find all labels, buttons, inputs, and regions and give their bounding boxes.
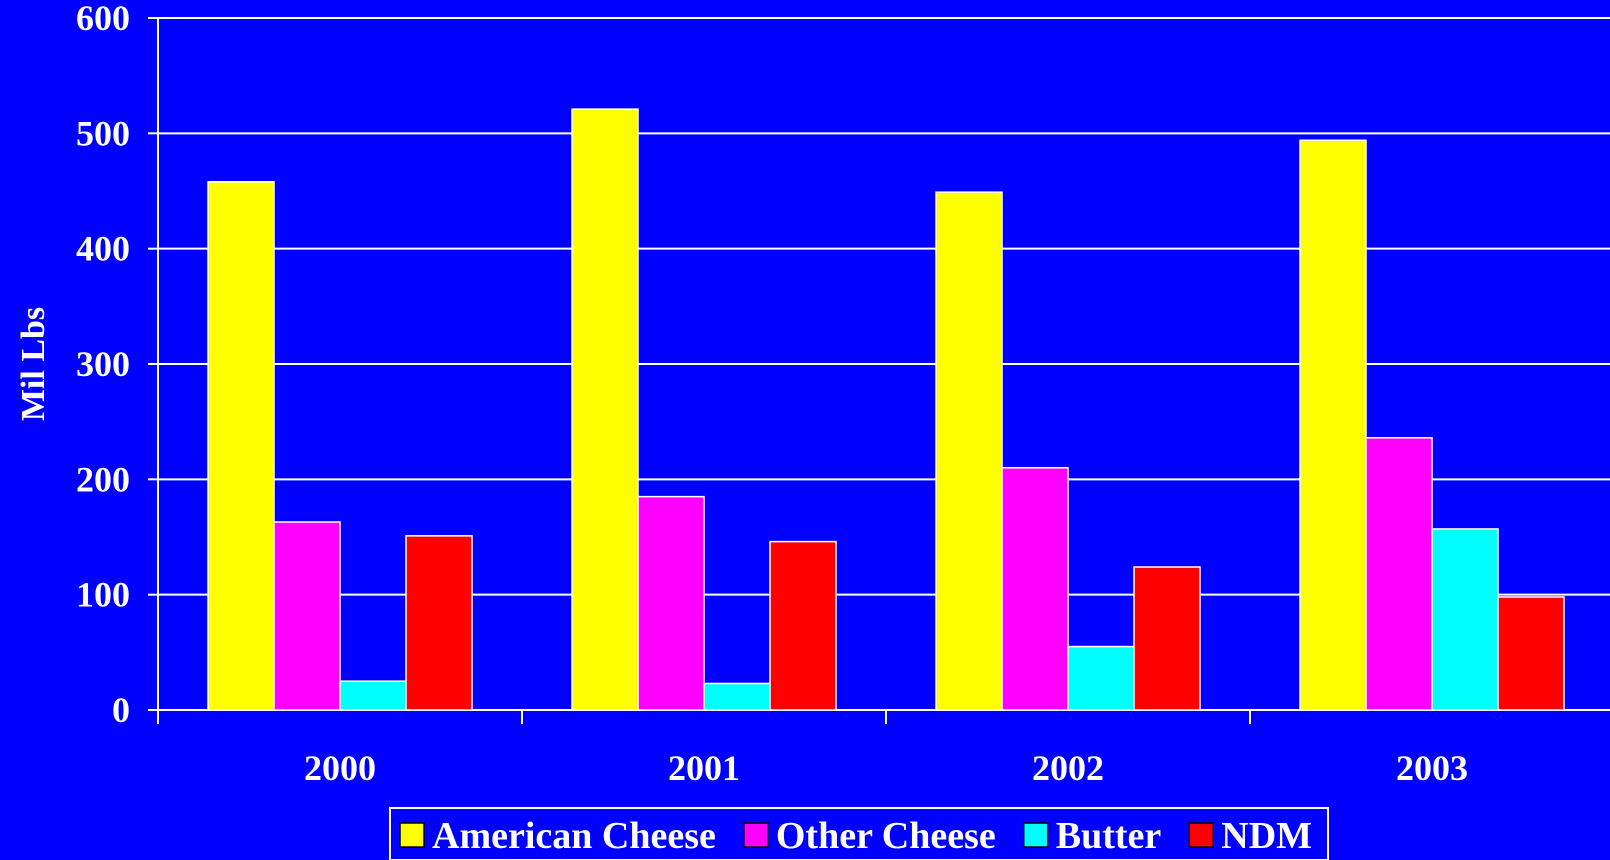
y-tick-label: 500 bbox=[76, 113, 130, 153]
bar-butter-2003 bbox=[1431, 528, 1499, 711]
bar-ndm-2003 bbox=[1497, 596, 1565, 711]
y-tick-label: 200 bbox=[76, 459, 130, 499]
y-tick-label: 0 bbox=[112, 690, 130, 730]
bar-american-cheese-2001 bbox=[571, 108, 639, 711]
legend-item-ndm: NDM bbox=[1188, 815, 1312, 857]
x-tick-label: 2000 bbox=[304, 748, 376, 788]
bars bbox=[207, 108, 1565, 711]
y-tick-label: 300 bbox=[76, 344, 130, 384]
bar-american-cheese-2003 bbox=[1299, 139, 1367, 711]
legend-swatch bbox=[1188, 822, 1214, 848]
legend-label: American Cheese bbox=[432, 815, 716, 857]
legend-swatch bbox=[743, 822, 769, 848]
bar-butter-2001 bbox=[703, 682, 771, 711]
legend-item-butter: Butter bbox=[1022, 815, 1162, 857]
legend-item-american-cheese: American Cheese bbox=[399, 815, 716, 857]
y-tick-label: 600 bbox=[76, 0, 130, 38]
bar-ndm-2002 bbox=[1133, 566, 1201, 711]
bar-other-cheese-2002 bbox=[1001, 467, 1069, 711]
bar-butter-2000 bbox=[339, 680, 407, 711]
bar-other-cheese-2003 bbox=[1365, 437, 1433, 711]
legend-swatch bbox=[399, 822, 425, 848]
y-tick-labels: 0 100 200 300 400 500 600 bbox=[76, 0, 130, 730]
bar-other-cheese-2000 bbox=[273, 521, 341, 711]
legend-items: American Cheese Other Cheese Butter NDM bbox=[399, 815, 1312, 857]
legend-swatch bbox=[1022, 822, 1049, 848]
legend-label: NDM bbox=[1221, 815, 1312, 857]
y-tick-label: 100 bbox=[76, 575, 130, 615]
legend: American Cheese Other Cheese Butter NDM bbox=[389, 807, 1330, 860]
bar-other-cheese-2001 bbox=[637, 495, 705, 711]
bar-american-cheese-2000 bbox=[207, 181, 275, 711]
legend-box bbox=[389, 807, 1330, 860]
bar-ndm-2001 bbox=[769, 540, 837, 711]
bar-ndm-2000 bbox=[405, 535, 473, 711]
legend-item-other-cheese: Other Cheese bbox=[743, 815, 996, 857]
x-tick-label: 2002 bbox=[1032, 748, 1104, 788]
x-tick-label: 2001 bbox=[668, 748, 740, 788]
y-axis-title: Mil Lbs bbox=[15, 307, 52, 421]
y-tick-label: 400 bbox=[76, 229, 130, 269]
x-tick-labels: 2000 2001 2002 2003 bbox=[304, 748, 1468, 788]
legend-label: Butter bbox=[1056, 815, 1162, 857]
legend-label: Other Cheese bbox=[776, 815, 996, 857]
x-tick-label: 2003 bbox=[1396, 748, 1468, 788]
bar-butter-2002 bbox=[1067, 645, 1135, 711]
bar-american-cheese-2002 bbox=[935, 191, 1003, 711]
